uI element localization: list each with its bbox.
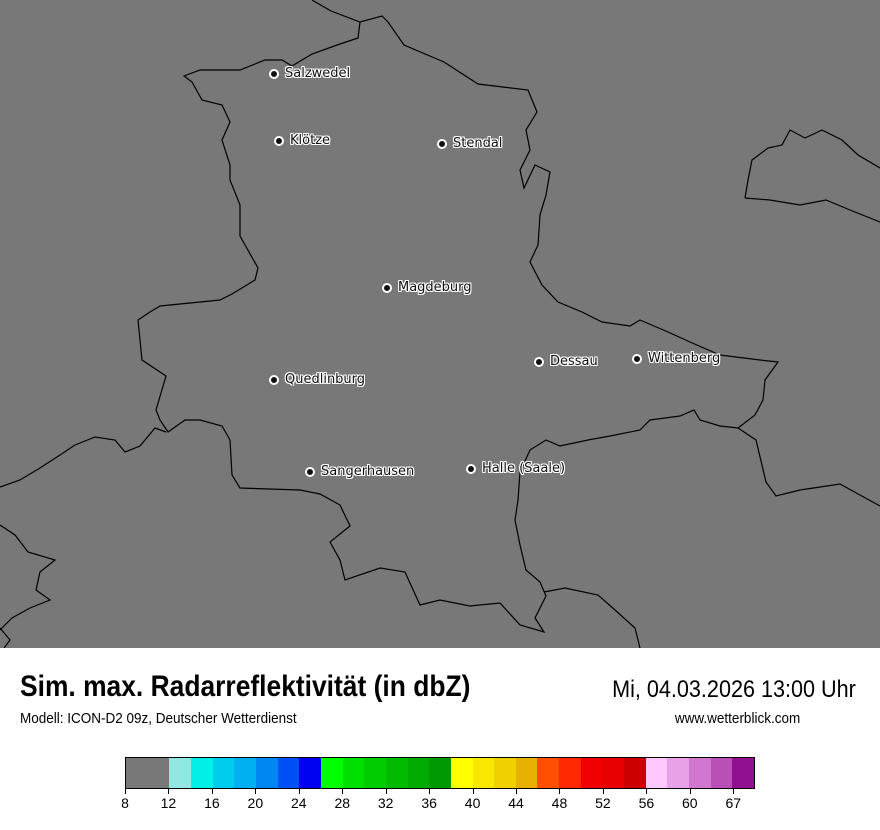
state-border-west bbox=[0, 427, 167, 488]
city-quedlinburg: Quedlinburg bbox=[269, 372, 365, 387]
state-border-berlin bbox=[744, 129, 880, 223]
city-label: Sangerhausen bbox=[321, 464, 415, 479]
city-dot-icon bbox=[534, 356, 544, 367]
colorbar-segment bbox=[710, 758, 733, 788]
colorbar-tick bbox=[646, 789, 648, 794]
colorbar bbox=[125, 757, 755, 789]
colorbar-tick-label: 16 bbox=[204, 795, 220, 811]
city-dot-icon bbox=[382, 282, 392, 293]
colorbar-segment bbox=[559, 758, 581, 788]
city-dot-icon bbox=[437, 138, 447, 149]
colorbar-segment bbox=[320, 758, 343, 788]
city-dot-icon bbox=[269, 374, 279, 385]
city-label: Stendal bbox=[453, 136, 503, 151]
city-label: Wittenberg bbox=[648, 351, 721, 366]
model-info: Modell: ICON-D2 09z, Deutscher Wetterdie… bbox=[20, 710, 297, 727]
colorbar-tick bbox=[125, 789, 126, 794]
colorbar-tick bbox=[559, 789, 561, 794]
colorbar-tick-label: 8 bbox=[121, 795, 129, 811]
colorbar-tick bbox=[298, 789, 300, 794]
colorbar-segment bbox=[494, 758, 516, 788]
city-salzwedel: Salzwedel bbox=[269, 66, 350, 81]
colorbar-tick bbox=[689, 789, 691, 794]
borders bbox=[0, 0, 880, 648]
website: www.wetterblick.com bbox=[674, 710, 800, 727]
colorbar-tick-label: 36 bbox=[421, 795, 437, 811]
colorbar-segment bbox=[212, 758, 235, 788]
colorbar-segment bbox=[169, 758, 191, 788]
colorbar-segment bbox=[515, 758, 538, 788]
valid-datetime: Mi, 04.03.2026 13:00 Uhr bbox=[612, 676, 856, 703]
colorbar-tick bbox=[168, 789, 170, 794]
colorbar-segment bbox=[429, 758, 451, 788]
city-dot-icon bbox=[269, 68, 279, 79]
colorbar-segment bbox=[190, 758, 213, 788]
city-stendal: Stendal bbox=[437, 136, 502, 151]
colorbar-tick-label: 40 bbox=[464, 795, 481, 811]
city-dot-icon bbox=[466, 463, 476, 474]
colorbar-tick bbox=[342, 789, 344, 794]
colorbar-segment bbox=[537, 758, 560, 788]
colorbar-segment bbox=[385, 758, 408, 788]
city-label: Salzwedel bbox=[285, 66, 351, 81]
colorbar-segment bbox=[277, 758, 300, 788]
colorbar-tick bbox=[211, 789, 213, 794]
state-border-southwest bbox=[0, 524, 57, 648]
colorbar-tick bbox=[255, 789, 257, 794]
colorbar-segment bbox=[407, 758, 430, 788]
colorbar-tick-label: 48 bbox=[551, 795, 568, 811]
colorbar-segment bbox=[732, 758, 755, 788]
state-border-sachsen-anhalt bbox=[137, 0, 780, 634]
colorbar-tick bbox=[733, 789, 735, 794]
colorbar-tick bbox=[385, 789, 387, 794]
colorbar-tick-label: 20 bbox=[247, 795, 264, 811]
colorbar-tick-label: 52 bbox=[595, 795, 611, 811]
map: Salzwedel Klötze Stendal Magdeburg Dessa… bbox=[0, 0, 880, 648]
colorbar-tick-label: 24 bbox=[290, 795, 307, 811]
colorbar-segment bbox=[450, 758, 473, 788]
city-dot-icon bbox=[305, 466, 315, 477]
map-title: Sim. max. Radarreflektivität (in dbZ) bbox=[20, 670, 471, 703]
city-dot-icon bbox=[274, 135, 284, 146]
city-label: Quedlinburg bbox=[285, 372, 366, 387]
city-dessau: Dessau bbox=[534, 354, 598, 369]
colorbar-segment bbox=[602, 758, 625, 788]
colorbar-segment bbox=[645, 758, 668, 788]
colorbar-segment bbox=[580, 758, 603, 788]
city-kloetze: Klötze bbox=[274, 133, 330, 148]
colorbar-segment bbox=[342, 758, 365, 788]
city-label: Klötze bbox=[290, 133, 331, 148]
colorbar-segment bbox=[126, 758, 170, 788]
colorbar-tick-label: 60 bbox=[682, 795, 698, 811]
city-label: Magdeburg bbox=[398, 280, 472, 295]
city-halle: Halle (Saale) bbox=[466, 461, 565, 476]
colorbar-tick-label: 44 bbox=[508, 795, 524, 811]
city-label: Halle (Saale) bbox=[482, 461, 566, 476]
city-label: Dessau bbox=[550, 354, 598, 369]
city-dot-icon bbox=[632, 353, 642, 364]
city-magdeburg: Magdeburg bbox=[382, 280, 472, 295]
state-border-south bbox=[543, 587, 641, 648]
colorbar-segment bbox=[624, 758, 646, 788]
colorbar-tick bbox=[516, 789, 518, 794]
colorbar-tick-label: 67 bbox=[725, 795, 742, 811]
colorbar-tick bbox=[472, 789, 474, 794]
colorbar-tick-label: 56 bbox=[638, 795, 655, 811]
colorbar-segment bbox=[667, 758, 690, 788]
state-border-east bbox=[737, 427, 880, 507]
city-wittenberg: Wittenberg bbox=[632, 351, 720, 366]
colorbar-segment bbox=[255, 758, 278, 788]
colorbar-tick-label: 28 bbox=[334, 795, 351, 811]
colorbar-tick-label: 32 bbox=[377, 795, 394, 811]
colorbar-segment bbox=[299, 758, 321, 788]
colorbar-segment bbox=[364, 758, 386, 788]
colorbar-segment bbox=[689, 758, 711, 788]
colorbar-segment bbox=[234, 758, 256, 788]
colorbar-tick bbox=[429, 789, 431, 794]
colorbar-segment bbox=[472, 758, 495, 788]
city-sangerhausen: Sangerhausen bbox=[305, 464, 414, 479]
colorbar-tick bbox=[602, 789, 604, 794]
colorbar-tick-label: 12 bbox=[160, 795, 177, 811]
